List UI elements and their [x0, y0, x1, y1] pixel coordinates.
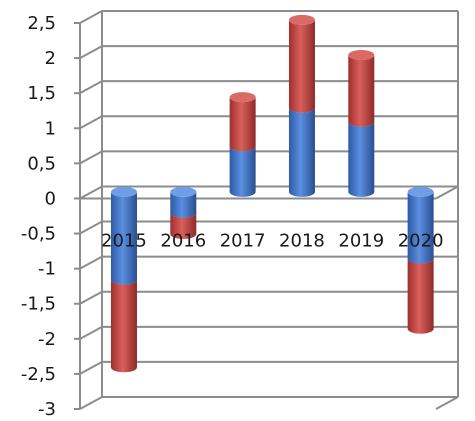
gridline-depth	[79, 80, 103, 95]
bar-segment-series2-top	[288, 14, 315, 25]
bar-group-2017	[229, 92, 256, 197]
bar-segment-series1-top	[407, 186, 434, 197]
xtick-label: 2020	[398, 230, 444, 251]
bar-segment-series1	[348, 116, 375, 197]
bar-segment-series1	[110, 186, 137, 285]
ytick-label: -2,5	[21, 364, 56, 385]
bar-segment-series1-top	[170, 186, 197, 197]
ytick-label: 2,5	[27, 13, 56, 34]
bar-segment-series1-top	[110, 186, 137, 197]
bar-segment-series2	[229, 92, 256, 152]
bar-segment-series2-body	[170, 212, 197, 239]
bar-segment-series1-body	[407, 191, 434, 264]
bar-segment-series1-body	[288, 107, 315, 197]
bar-segment-series1-body	[229, 146, 256, 197]
bar-group-2020	[407, 186, 434, 334]
ytick-label: 2	[45, 48, 56, 69]
bar-segment-series1-body	[348, 121, 375, 197]
ytick-label: -3	[38, 399, 56, 420]
gridline-depth	[79, 290, 103, 305]
x-axis-depth	[435, 185, 459, 200]
bar-segment-series2	[288, 14, 315, 113]
ytick-label: 1	[45, 118, 56, 139]
ytick-label: 0,5	[27, 153, 56, 174]
gridline-depth	[79, 220, 103, 235]
bar-group-2016	[170, 186, 197, 239]
ytick-label: -0,5	[21, 224, 56, 245]
gridline-depth	[79, 255, 103, 270]
bar-segment-series2-top	[348, 50, 375, 60]
xtick-label: 2015	[101, 230, 147, 251]
bar-group-2018	[288, 14, 315, 197]
bar-segment-series1-body	[170, 191, 197, 218]
ytick-label: -2	[38, 329, 56, 350]
gridline-depth	[79, 185, 103, 200]
floor-edge	[435, 396, 459, 410]
xtick-label: 2018	[279, 230, 325, 251]
bar-segment-series2	[110, 274, 137, 373]
ytick-label: -1,5	[21, 294, 56, 315]
xtick-label: 2016	[160, 230, 206, 251]
bar-segment-series2	[348, 50, 375, 127]
xtick-label: 2017	[220, 230, 266, 251]
bar-segment-series2-body	[348, 55, 375, 127]
bar-segment-series2-body	[229, 97, 256, 152]
bar-group-2015	[110, 186, 137, 373]
bar-segment-series1	[407, 186, 434, 264]
ytick-label: -1	[38, 259, 56, 280]
gridline-depth	[79, 115, 103, 130]
bar-segment-series2-body	[407, 258, 434, 334]
gridlines	[74, 10, 458, 410]
gridline-depth	[79, 10, 103, 24]
bar-segment-series1	[170, 186, 197, 218]
ytick-label: 1,5	[27, 83, 56, 104]
xtick-label: 2019	[338, 230, 384, 251]
gridline-depth	[79, 150, 103, 165]
bar-group-2019	[348, 50, 375, 197]
bar-segment-series2-body	[110, 279, 137, 373]
gridline-depth	[79, 396, 103, 410]
gridline-depth	[79, 325, 103, 340]
gridline-depth	[79, 361, 103, 375]
gridline-depth	[79, 45, 103, 59]
bar-segment-series2-body	[288, 19, 315, 113]
bar-segment-series2-top	[229, 92, 256, 103]
ytick-label: 0	[45, 188, 56, 209]
bar-segment-series1-body	[110, 191, 137, 285]
bar-segment-series1	[288, 102, 315, 197]
bar-segment-series2	[407, 253, 434, 334]
